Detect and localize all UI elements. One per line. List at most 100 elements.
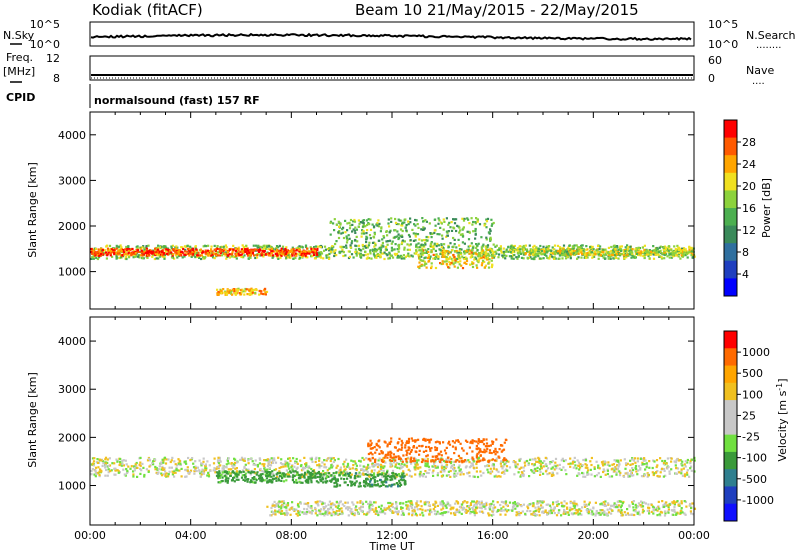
heatmap-cell-0 [630, 463, 633, 466]
heatmap-cell-4 [353, 229, 356, 232]
heatmap-cell-4 [388, 231, 391, 234]
heatmap-cell-4 [433, 229, 436, 232]
heatmap-cell-0 [163, 467, 166, 470]
heatmap-cell-3 [432, 460, 436, 463]
heatmap-cell-0 [366, 256, 369, 259]
heatmap-cell-5 [465, 257, 468, 260]
heatmap-cell-2 [590, 251, 593, 254]
cpid-label: CPID [6, 91, 35, 104]
heatmap-cell-0 [615, 471, 618, 474]
heatmap-cell-0 [98, 473, 101, 477]
heatmap-cell-3 [486, 447, 489, 450]
heatmap-cell-3 [389, 456, 392, 459]
heatmap-cell-0 [554, 461, 557, 464]
heatmap-cell-0 [121, 463, 124, 466]
heatmap-cell-4 [344, 219, 347, 222]
heatmap-cell-0 [439, 252, 442, 256]
heatmap-cell-0 [503, 469, 506, 472]
heatmap-cell-4 [374, 242, 377, 245]
heatmap-cell-4 [368, 234, 372, 237]
heatmap-cell-0 [111, 462, 114, 465]
heatmap-cell-1 [90, 248, 93, 251]
heatmap-cell-3 [503, 459, 506, 462]
heatmap-cell-0 [636, 460, 639, 463]
heatmap-cell-0 [537, 458, 541, 461]
heatmap-cell-2 [602, 250, 605, 253]
heatmap-cell-0 [479, 470, 482, 473]
heatmap-cell-1 [179, 250, 183, 253]
heatmap-cell-2 [684, 248, 687, 251]
heatmap-cell-0 [290, 466, 293, 469]
heatmap-cell-0 [187, 456, 190, 460]
heatmap-cell-3 [438, 441, 441, 444]
heatmap-cell-2 [397, 485, 400, 488]
heatmap-cell-5 [443, 249, 446, 252]
heatmap-cell-0 [298, 256, 301, 259]
heatmap-cell-0 [128, 254, 131, 257]
heatmap-cell-0 [221, 254, 224, 257]
heatmap-cell-1 [273, 477, 276, 480]
heatmap-cell-0 [91, 457, 95, 460]
heatmap-cell-0 [306, 256, 309, 259]
heatmap-cell-0 [439, 470, 442, 473]
heatmap-cell-0 [185, 462, 188, 465]
heatmap-cell-0 [152, 460, 155, 463]
heatmap-cell-0 [328, 256, 331, 259]
heatmap-cell-0 [529, 458, 532, 461]
heatmap-cell-0 [274, 248, 277, 251]
heatmap-cell-0 [147, 470, 150, 473]
heatmap-cell-3 [501, 449, 504, 452]
heatmap-cell-0 [180, 246, 183, 249]
heatmap-cell-0 [532, 245, 535, 249]
heatmap-cell-3 [412, 445, 415, 448]
heatmap-cell-1 [234, 249, 237, 252]
heatmap-cell-0 [635, 247, 638, 250]
heatmap-cell-1 [259, 473, 262, 476]
heatmap-cell-4 [441, 234, 444, 237]
heatmap-cell-2 [574, 251, 577, 254]
heatmap-cell-0 [224, 244, 227, 247]
heatmap-cell-0 [437, 257, 440, 260]
heatmap-cell-0 [115, 458, 118, 461]
heatmap-cell-1 [227, 472, 230, 475]
heatmap-cell-1 [271, 254, 275, 257]
heatmap-cell-3 [383, 456, 386, 459]
heatmap-cell-3 [451, 445, 455, 448]
heatmap-cell-0 [389, 462, 392, 465]
heatmap-cell-5 [465, 250, 468, 253]
heatmap-cell-4 [387, 222, 390, 225]
heatmap-cell-3 [384, 453, 387, 456]
heatmap-cell-1 [286, 252, 289, 255]
heatmap-cell-0 [690, 469, 693, 472]
heatmap-cell-1 [175, 252, 178, 255]
heatmap-cell-0 [392, 461, 396, 464]
heatmap-cell-2 [672, 253, 675, 256]
heatmap-cell-0 [166, 247, 170, 250]
heatmap-cell-3 [246, 293, 249, 296]
heatmap-cell-1 [231, 250, 234, 253]
heatmap-cell-5 [421, 259, 424, 262]
heatmap-cell-1 [314, 249, 317, 253]
heatmap-cell-1 [277, 479, 281, 482]
heatmap-cell-2 [566, 248, 569, 251]
heatmap-cell-4 [407, 223, 410, 226]
heatmap-cell-0 [667, 247, 670, 250]
heatmap-cell-2 [359, 485, 362, 488]
heatmap-cell-4 [345, 235, 348, 238]
heatmap-cell-4 [354, 226, 357, 229]
heatmap-cell-0 [302, 466, 305, 469]
heatmap-cell-2 [611, 249, 615, 252]
heatmap-cell-1 [246, 249, 249, 252]
heatmap-cell-0 [659, 457, 662, 460]
heatmap-cell-0 [313, 246, 316, 249]
heatmap-cell-0 [269, 464, 273, 467]
heatmap-cell-2 [619, 249, 623, 252]
heatmap-cell-2 [528, 253, 531, 256]
heatmap-cell-1 [187, 249, 190, 252]
heatmap-cell-0 [638, 253, 641, 256]
heatmap-cell-3 [475, 440, 478, 443]
heatmap-cell-2 [373, 481, 376, 484]
heatmap-cell-0 [256, 465, 259, 468]
heatmap-cell-0 [304, 244, 308, 247]
heatmap-cell-4 [474, 229, 477, 233]
